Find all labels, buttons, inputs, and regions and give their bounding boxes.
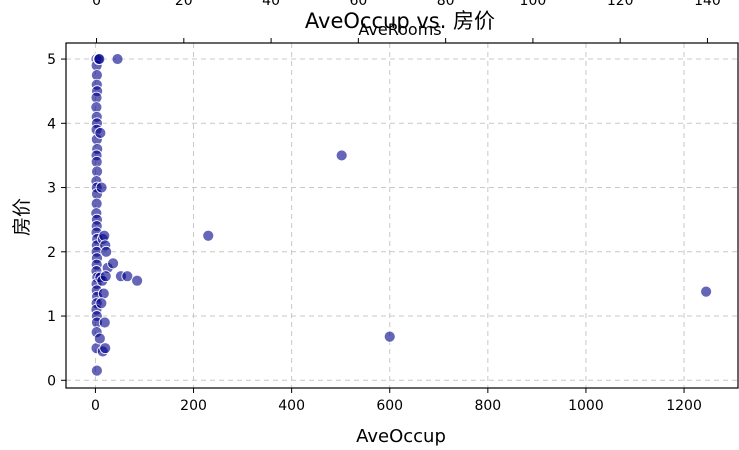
top-tick-label: 60 bbox=[349, 0, 367, 9]
data-point bbox=[383, 330, 396, 343]
top-tick-label: 40 bbox=[262, 0, 280, 9]
y-tick-label: 1 bbox=[47, 309, 56, 325]
x-tick-label: 600 bbox=[376, 398, 403, 414]
x-tick-label: 200 bbox=[180, 398, 207, 414]
data-point bbox=[93, 332, 106, 345]
x-tick-label: 1000 bbox=[568, 398, 604, 414]
y-tick-label: 2 bbox=[47, 245, 56, 261]
y-tick-label: 5 bbox=[47, 52, 56, 68]
data-point bbox=[121, 270, 134, 283]
top-tick-label: 80 bbox=[437, 0, 455, 9]
top-tick-label: 100 bbox=[520, 0, 547, 9]
data-point bbox=[95, 297, 108, 310]
x-tick-label: 0 bbox=[91, 398, 100, 414]
data-point bbox=[335, 149, 348, 162]
y-tick-label: 3 bbox=[47, 181, 56, 197]
plot-frame bbox=[65, 42, 739, 389]
data-point bbox=[95, 181, 108, 194]
data-point bbox=[99, 270, 112, 283]
data-point bbox=[100, 245, 113, 258]
top-tick-label: 140 bbox=[694, 0, 721, 9]
top-tick-label: 120 bbox=[607, 0, 634, 9]
x-tick-label: 800 bbox=[474, 398, 501, 414]
data-point bbox=[107, 257, 119, 270]
data-point bbox=[94, 127, 107, 139]
y-tick-label: 4 bbox=[47, 116, 56, 132]
data-point bbox=[700, 285, 713, 298]
data-point bbox=[97, 287, 110, 300]
data-point bbox=[99, 342, 112, 355]
x-axis-label: AveOccup bbox=[356, 426, 446, 446]
top-tick-label: 0 bbox=[92, 0, 101, 9]
top-axis-label: AveRooms bbox=[358, 20, 441, 39]
data-point bbox=[93, 53, 106, 65]
data-point bbox=[111, 53, 124, 65]
x-tick-label: 400 bbox=[278, 398, 305, 414]
y-tick-label: 0 bbox=[47, 373, 56, 389]
x-tick-label: 1200 bbox=[666, 398, 702, 414]
data-point bbox=[131, 274, 144, 287]
top-tick-label: 20 bbox=[175, 0, 193, 9]
data-point bbox=[91, 364, 103, 377]
y-axis-label: 房价 bbox=[11, 198, 33, 236]
data-point bbox=[202, 229, 215, 242]
chart-title: AveOccup vs. 房价 bbox=[305, 9, 495, 33]
data-point bbox=[98, 316, 111, 329]
